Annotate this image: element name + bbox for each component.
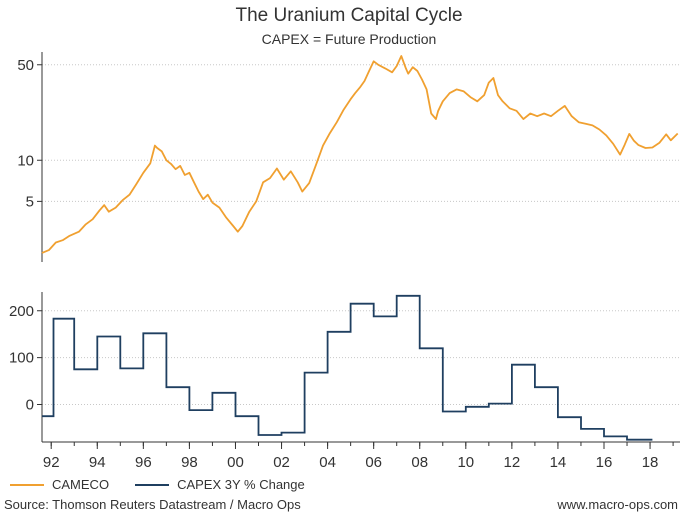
xtick-label-18: 18	[642, 454, 659, 471]
legend-label-cameco: CAMECO	[52, 477, 110, 492]
xtick-label-00: 00	[227, 454, 244, 471]
chart-title: The Uranium Capital Cycle	[235, 5, 463, 26]
ytick-label-bottom-0: 0	[26, 397, 34, 414]
xtick-label-12: 12	[504, 454, 521, 471]
xtick-label-14: 14	[550, 454, 567, 471]
legend-label-capex: CAPEX 3Y % Change	[177, 477, 305, 492]
legend-swatch-cameco	[10, 483, 44, 486]
xtick-label-06: 06	[365, 454, 382, 471]
xtick-label-16: 16	[596, 454, 613, 471]
xtick-label-04: 04	[319, 454, 336, 471]
xtick-label-96: 96	[135, 454, 152, 471]
legend-item-cameco: CAMECO	[10, 477, 109, 492]
ytick-label-bottom-200: 200	[9, 303, 34, 320]
website-link[interactable]: www.macro-ops.com	[557, 497, 678, 512]
xtick-label-02: 02	[273, 454, 290, 471]
ytick-label-top-10: 10	[17, 152, 34, 169]
chart-subtitle: CAPEX = Future Production	[261, 31, 437, 47]
ytick-label-bottom-100: 100	[9, 350, 34, 367]
xtick-label-08: 08	[411, 454, 428, 471]
legend-swatch-capex	[135, 483, 170, 486]
ytick-label-top-5: 5	[26, 193, 34, 210]
xtick-label-10: 10	[457, 454, 474, 471]
xtick-label-94: 94	[89, 454, 106, 471]
series-line-capex	[42, 294, 653, 441]
xtick-label-92: 92	[43, 454, 60, 471]
ytick-label-top-50: 50	[17, 57, 34, 74]
legend-item-capex: CAPEX 3Y % Change	[135, 477, 305, 492]
xtick-label-98: 98	[181, 454, 198, 471]
legend: CAMECO CAPEX 3Y % Change	[10, 477, 331, 492]
source-note: Source: Thomson Reuters Datastream / Mac…	[4, 497, 301, 512]
series-line-cameco	[41, 55, 679, 254]
